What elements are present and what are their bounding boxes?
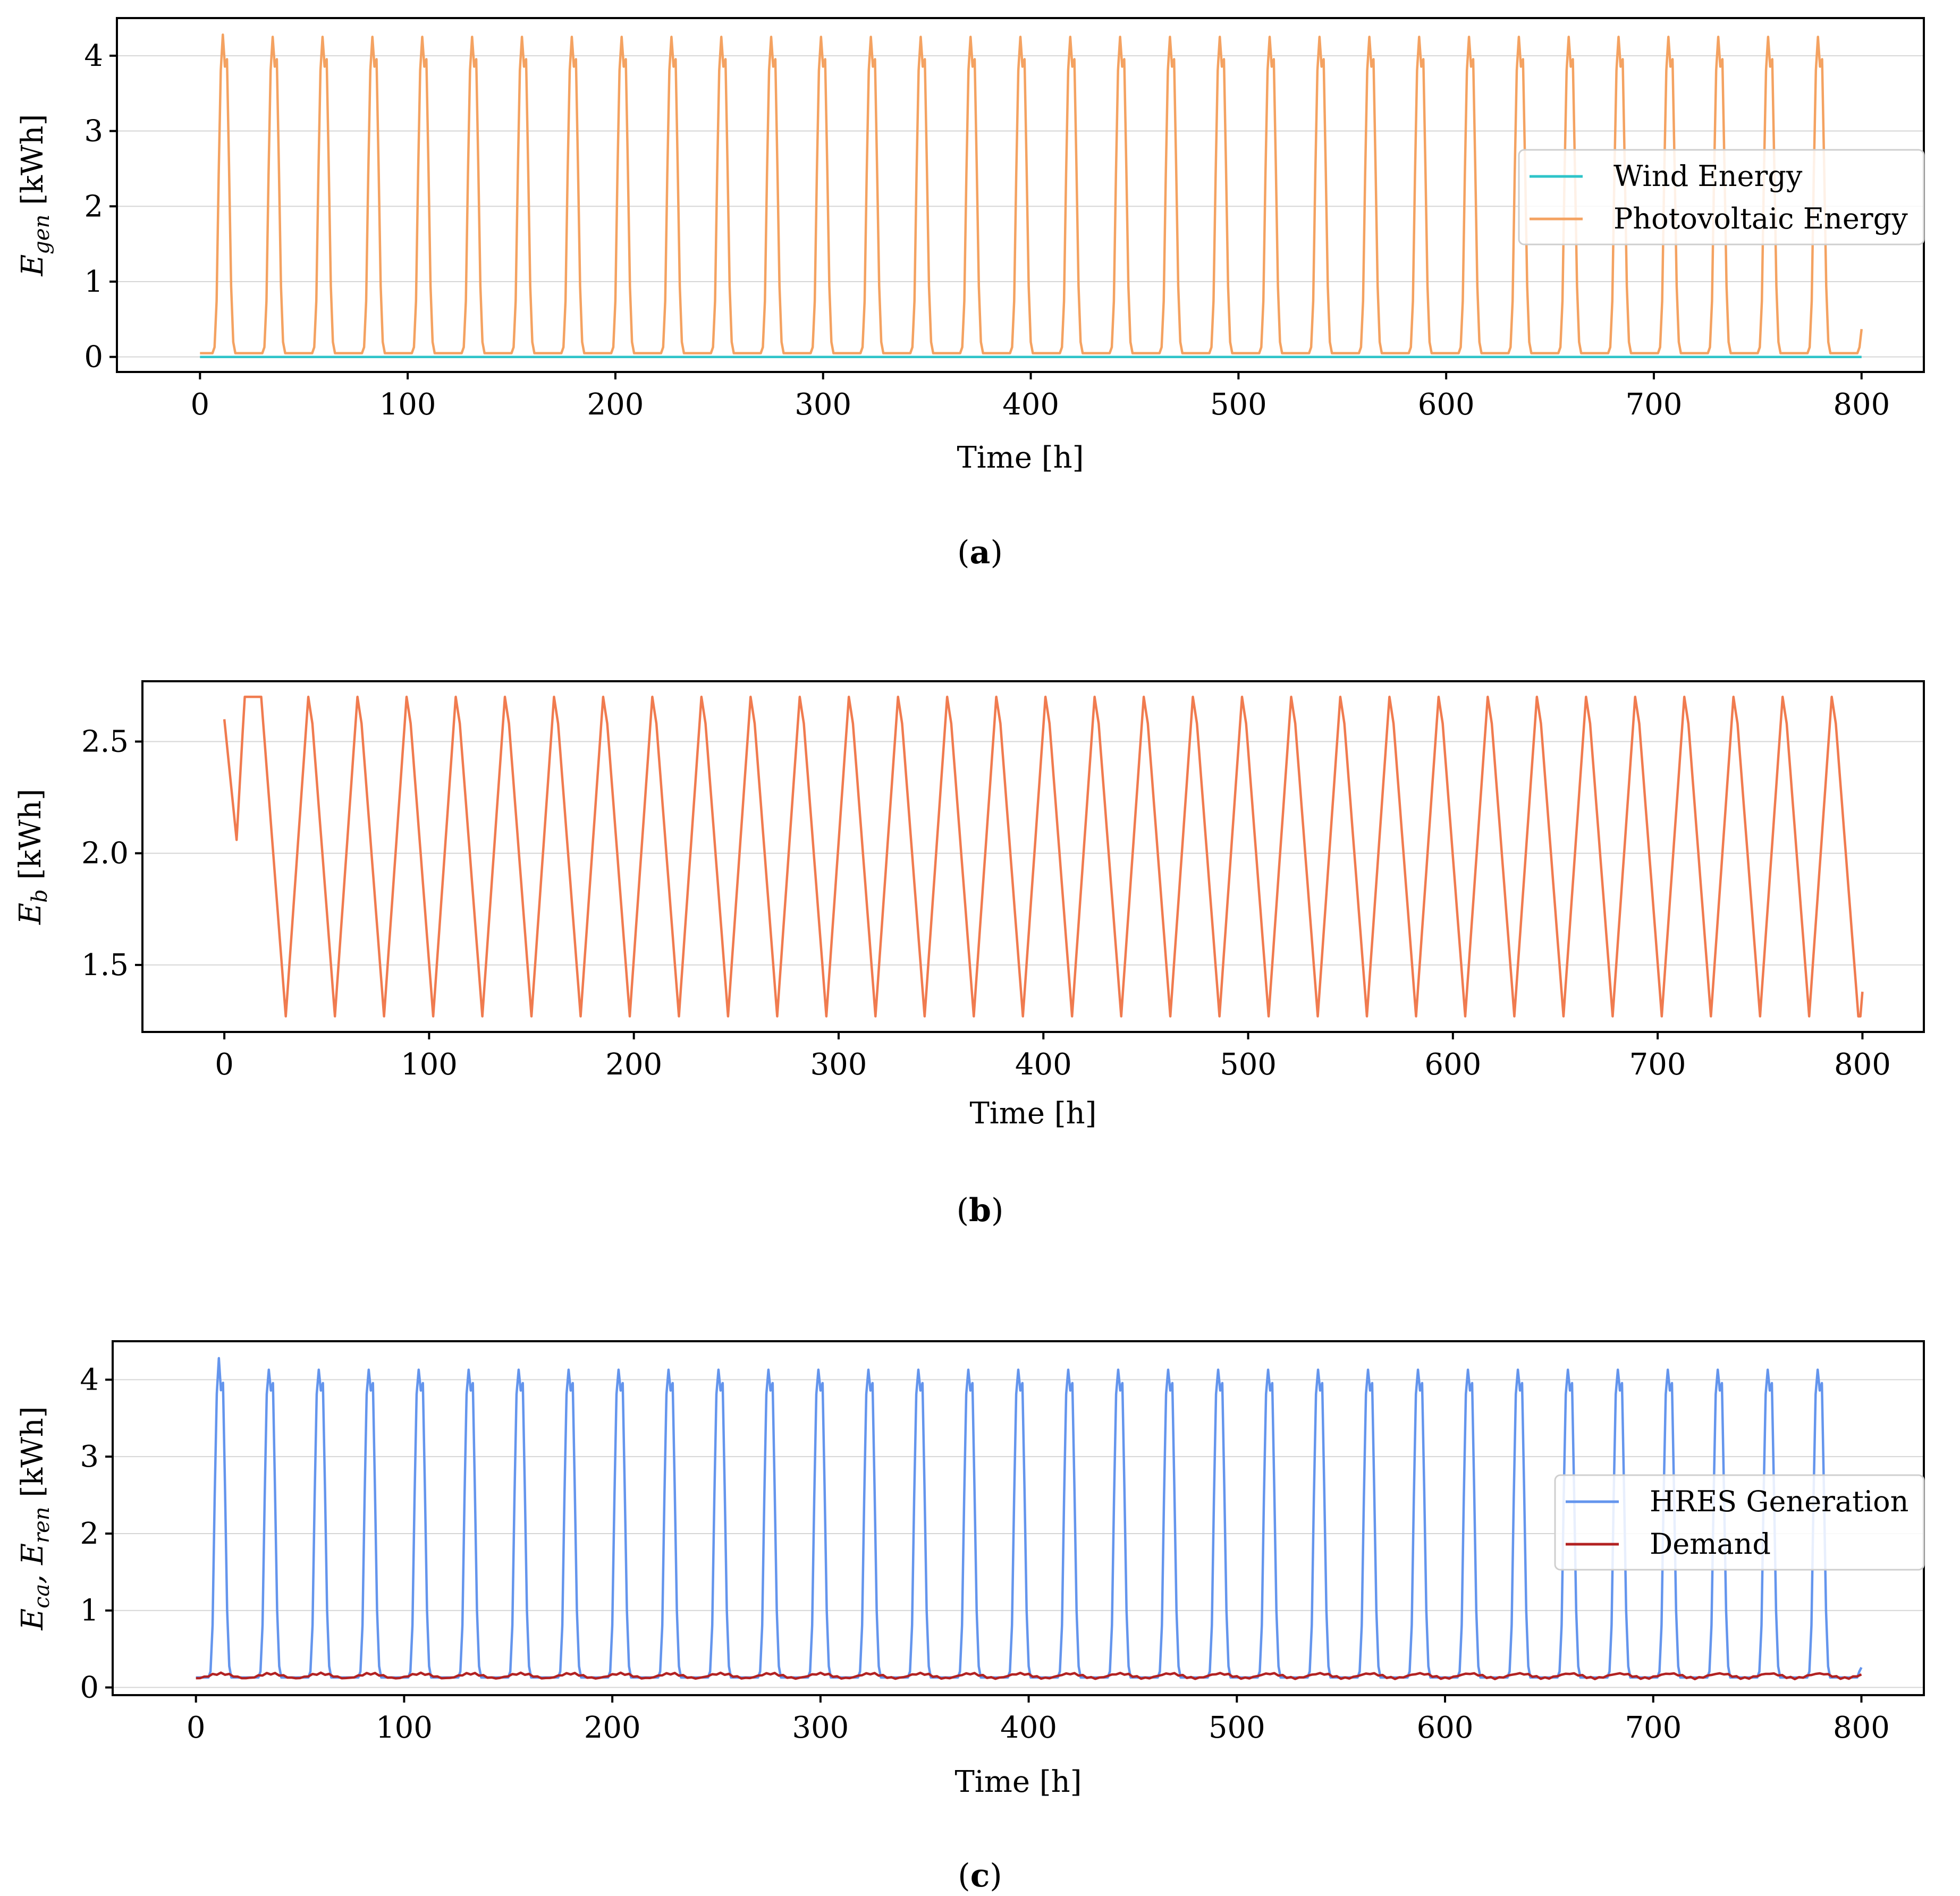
panel-b-y-tick-label: 1.5: [81, 948, 129, 983]
panel-c-y-label-part: ca: [30, 1584, 54, 1608]
panel-c-x-tick-label: 500: [1209, 1711, 1265, 1745]
panel-c-x-tick-label: 700: [1625, 1711, 1682, 1745]
panel-b: 1.5 2.0 2.5 0 100 200 300 400 500 600 700 800 Time …: [13, 680, 1925, 1229]
panel-c-y-tick-label: 1: [80, 1594, 99, 1628]
panel-b-x-tick-label: 400: [1015, 1047, 1072, 1082]
panel-a-x-tick-label: 600: [1418, 387, 1475, 422]
panel-c-legend-label: Demand: [1650, 1527, 1771, 1561]
panel-c-x-tick-label: 800: [1833, 1711, 1890, 1745]
panel-c-x-axis-label: Time [h]: [954, 1765, 1082, 1799]
panel-c-legend-box: [1554, 1474, 1925, 1571]
panel-b-x-tick-label: 0: [215, 1047, 234, 1082]
panel-b-y-label-part: E: [13, 903, 48, 925]
panel-a-series-photovoltaic-energy: [200, 33, 1863, 354]
panel-c-x-tick-label: 300: [792, 1711, 849, 1745]
panel-c-legend-label: HRES Generation: [1650, 1485, 1908, 1518]
panel-c-y-label-part: [kWh]: [15, 1406, 50, 1506]
panel-c-x-tick-label: 400: [1000, 1711, 1057, 1745]
panel-c-y-tick-label: 3: [80, 1440, 99, 1474]
panel-b-y-label-part: [kWh]: [13, 789, 48, 889]
panel-c-legend: HRES Generation Demand: [1554, 1474, 1925, 1571]
panel-a-x-tick-label: 500: [1210, 387, 1267, 422]
panel-a-x-tick-label: 800: [1833, 387, 1890, 422]
panel-a-y-label-part: [kWh]: [15, 114, 50, 215]
panel-c-y-tick-label: 0: [80, 1671, 99, 1705]
panel-b-y-tick-label: 2.5: [81, 725, 129, 759]
panel-a-y-tick-label: 3: [84, 114, 103, 149]
panel-c-y-label-part: , E: [15, 1543, 50, 1584]
panel-a-x-tick-label: 0: [191, 387, 210, 422]
panel-c-x-tick-label: 0: [187, 1711, 206, 1745]
panel-c-x-tick-label: 200: [584, 1711, 641, 1745]
panel-c-y-tick-label: 4: [80, 1362, 99, 1397]
panel-a-caption: (a): [957, 534, 1003, 571]
panel-a-y-label-part: gen: [30, 215, 54, 255]
panel-c-caption: (c): [958, 1857, 1002, 1894]
panel-a-x-tick-label: 100: [379, 387, 436, 422]
panel-b-x-tick-label: 800: [1834, 1047, 1891, 1082]
panel-a-legend-label: Photovoltaic Energy: [1613, 202, 1908, 235]
panel-b-series-battery-energy: [223, 696, 1864, 1018]
panel-b-caption: (b): [957, 1192, 1004, 1229]
panel-a-x-tick-label: 200: [587, 387, 644, 422]
panel-c-x-tick-label: 600: [1417, 1711, 1474, 1745]
panel-b-x-tick-label: 100: [401, 1047, 458, 1082]
panel-a-y-tick-label: 1: [84, 265, 103, 299]
panel-a-x-tick-label: 300: [795, 387, 851, 422]
panel-a-legend: Wind Energy Photovoltaic Energy: [1518, 149, 1925, 246]
panel-a-y-tick-label: 2: [84, 189, 103, 224]
panel-a-x-axis-label: Time [h]: [957, 441, 1084, 475]
panel-c-y-label-part: ren: [30, 1506, 54, 1543]
panel-a-legend-box: [1518, 149, 1925, 246]
panel-b-x-tick-label: 700: [1629, 1047, 1686, 1082]
panel-c-y-label-part: E: [15, 1609, 50, 1631]
panel-a-y-tick-label: 4: [84, 39, 103, 73]
panel-c-y-axis-label: Eca, Eren [kWh]: [15, 1406, 54, 1630]
panel-c-x-tick-label: 100: [376, 1711, 433, 1745]
panel-a-y-axis-label: Egen [kWh]: [15, 114, 54, 277]
panel-a-x-tick-label: 700: [1626, 387, 1683, 422]
panel-a-y-tick-label: 0: [84, 340, 103, 375]
panel-c-y-tick-label: 2: [80, 1517, 99, 1551]
panel-b-y-axis-label: Eb [kWh]: [13, 789, 52, 925]
panel-b-frame: [141, 680, 1925, 1033]
panel-b-y-tick-label: 2.0: [81, 836, 129, 871]
panel-a-legend-label: Wind Energy: [1613, 159, 1803, 193]
panel-b-y-label-part: b: [28, 889, 52, 903]
panel-b-x-tick-label: 500: [1220, 1047, 1277, 1082]
panel-a-y-label-part: E: [15, 255, 50, 277]
panel-c-series-demand: [196, 1671, 1862, 1681]
panel-b-x-axis-label: Time [h]: [969, 1096, 1096, 1131]
panel-a-x-tick-label: 400: [1002, 387, 1059, 422]
panel-b-x-tick-label: 200: [605, 1047, 662, 1082]
panel-b-x-tick-label: 600: [1424, 1047, 1481, 1082]
panel-b-x-tick-label: 300: [810, 1047, 867, 1082]
